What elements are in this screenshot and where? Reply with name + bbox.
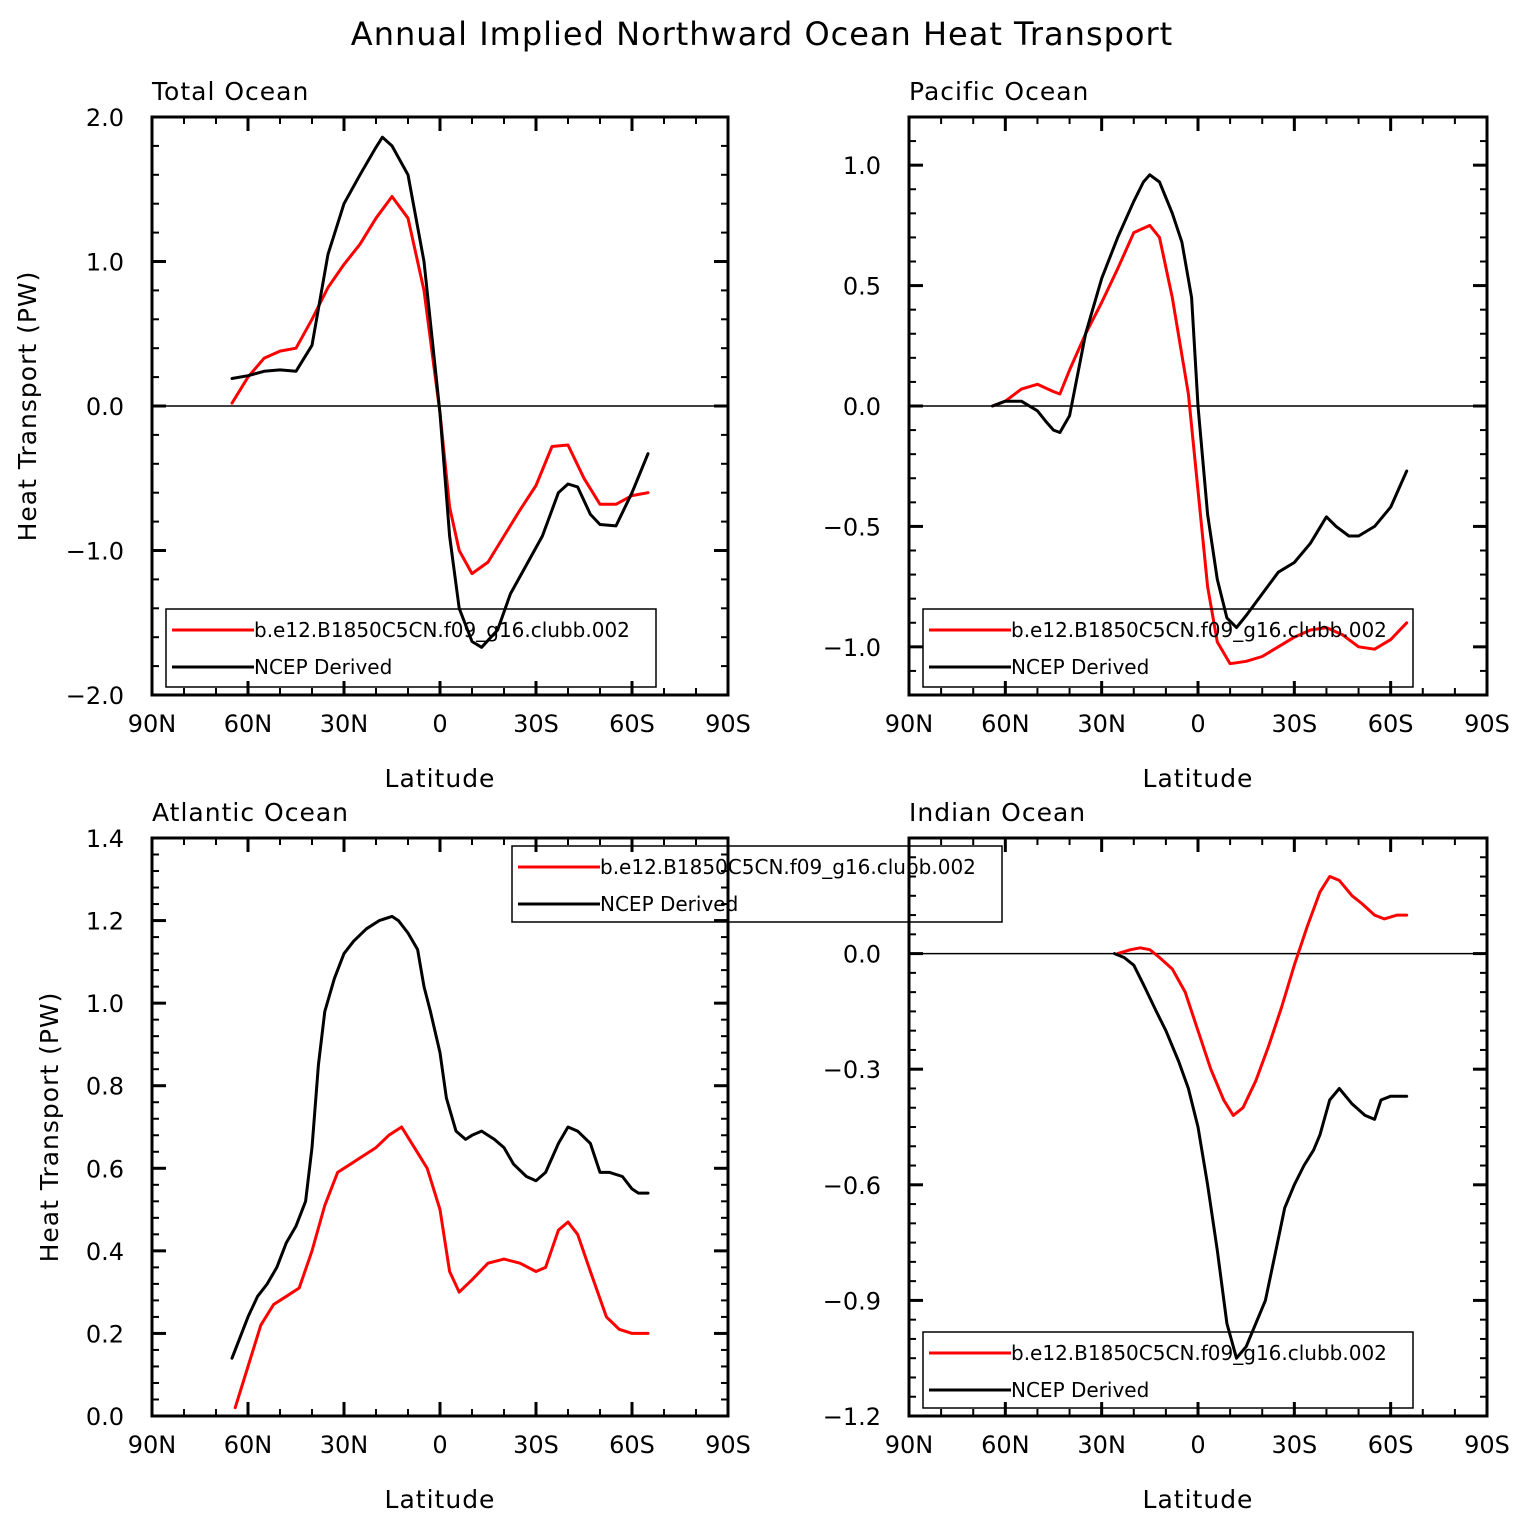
x-tick-label: 90N [885,1431,934,1459]
chart-panel-4: 90N 60N 30N 0 30S 60S 90S −1.2 −0.9 −0.6 −0.3 0.0 In… [823,798,1510,1514]
x-tick-label: 0 [432,710,447,738]
legend: b.e12.B1850C5CN.f09_g16.clubb.002 NCEP De… [511,845,1003,923]
x-tick-label: 90S [1464,710,1510,738]
panel-title: Atlantic Ocean [152,798,349,827]
x-tick-label: 60N [224,710,273,738]
legend-box [165,608,657,688]
x-axis-label: Latitude [385,764,496,793]
x-tick-label: 90N [128,710,177,738]
ncep-series-line [991,173,1409,630]
y-tick-label: −0.3 [823,1056,881,1084]
legend-entry-label: NCEP Derived [1011,655,1149,679]
x-tick-label: 30N [320,1431,369,1459]
chart-panel-1: 90N 60N 30N 0 30S 60S 90S −2.0 −1.0 0.0 1.0 2.0 Tota… [13,77,751,793]
model-series-line [233,1125,650,1410]
y-tick-label: −2.0 [66,682,124,710]
y-tick-label: −0.6 [823,1172,881,1200]
x-tick-label: 90S [705,710,751,738]
legend-entry-label: NCEP Derived [254,655,392,679]
y-tick-label: 1.0 [86,990,124,1018]
legend-entry-label: b.e12.B1850C5CN.f09_g16.clubb.002 [1011,618,1387,642]
ncep-series-line [230,914,650,1360]
y-tick-label: −0.5 [823,513,881,541]
x-tick-label: 0 [1190,710,1205,738]
plot-frame [907,115,1489,697]
y-tick-label: 0.5 [843,273,881,301]
x-tick-label: 30N [1077,1431,1126,1459]
legend-entry-label: NCEP Derived [1011,1378,1149,1402]
x-tick-label: 30S [513,1431,559,1459]
x-tick-label: 90S [1464,1431,1510,1459]
x-axis-label: Latitude [385,1485,496,1514]
legend-entry-label: NCEP Derived [600,892,738,916]
x-tick-label: 30S [1271,710,1317,738]
chart-panel-2: 90N 60N 30N 0 30S 60S 90S −1.0 −0.5 0.0 0.5 1.0 Paci… [823,77,1510,793]
legend: b.e12.B1850C5CN.f09_g16.clubb.002 NCEP De… [922,1331,1414,1409]
plot-frame [150,115,730,697]
legend-entry-label: b.e12.B1850C5CN.f09_g16.clubb.002 [254,618,630,642]
model-series-line [991,223,1409,666]
x-tick-label: 30S [513,710,559,738]
chart-panel-3: 90N 60N 30N 0 30S 60S 90S 0.0 0.2 0.4 0.6 0.8 1.0 1.2… [35,798,1003,1514]
y-tick-label: 0.8 [86,1073,124,1101]
legend: b.e12.B1850C5CN.f09_g16.clubb.002 NCEP De… [922,608,1414,688]
model-series-line [1116,875,1409,1117]
legend-entry-label: b.e12.B1850C5CN.f09_g16.clubb.002 [1011,1341,1387,1365]
x-tick-label: 60N [981,710,1030,738]
y-tick-label: 0.2 [86,1320,124,1348]
panel-title: Pacific Ocean [909,77,1089,106]
ncep-series-line [1113,952,1409,1360]
figure-title: Annual Implied Northward Ocean Heat Tran… [351,15,1173,53]
x-tick-label: 60S [609,1431,655,1459]
x-tick-label: 60N [981,1431,1030,1459]
x-tick-label: 90N [128,1431,177,1459]
y-tick-label: 0.6 [86,1155,124,1183]
y-tick-label: 1.0 [86,249,124,277]
legend-box [922,1331,1414,1409]
ncep-series-line [230,135,650,649]
y-tick-label: −1.2 [823,1403,881,1431]
panel-title: Total Ocean [151,77,309,106]
y-tick-label: 0.4 [86,1238,124,1266]
x-tick-label: 30S [1271,1431,1317,1459]
x-tick-label: 60N [224,1431,273,1459]
y-tick-label: 0.0 [86,393,124,421]
y-tick-label: 1.0 [843,152,881,180]
plot-frame [150,836,730,1418]
legend-box [511,845,1003,923]
y-tick-label: −0.9 [823,1287,881,1315]
y-axis-label: Heat Transport (PW) [35,992,64,1263]
x-tick-label: 0 [432,1431,447,1459]
y-tick-label: 0.0 [843,941,881,969]
y-tick-label: 0.0 [843,393,881,421]
legend-entry-label: b.e12.B1850C5CN.f09_g16.clubb.002 [600,855,976,879]
x-tick-label: 30N [320,710,369,738]
y-axis-label: Heat Transport (PW) [13,271,42,542]
x-axis-label: Latitude [1143,764,1254,793]
x-tick-label: 60S [1368,710,1414,738]
x-tick-label: 90N [885,710,934,738]
x-tick-label: 60S [609,710,655,738]
y-tick-label: 1.4 [86,825,124,853]
x-tick-label: 30N [1077,710,1126,738]
y-tick-label: 1.2 [86,908,124,936]
x-tick-label: 0 [1190,1431,1205,1459]
y-tick-label: −1.0 [823,634,881,662]
y-tick-label: 0.0 [86,1403,124,1431]
legend-box [922,608,1414,688]
y-tick-label: −1.0 [66,538,124,566]
x-tick-label: 90S [705,1431,751,1459]
y-tick-label: 2.0 [86,104,124,132]
panel-title: Indian Ocean [909,798,1086,827]
plot-frame [907,836,1489,1418]
x-axis-label: Latitude [1143,1485,1254,1514]
legend: b.e12.B1850C5CN.f09_g16.clubb.002 NCEP De… [165,608,657,688]
x-tick-label: 60S [1368,1431,1414,1459]
